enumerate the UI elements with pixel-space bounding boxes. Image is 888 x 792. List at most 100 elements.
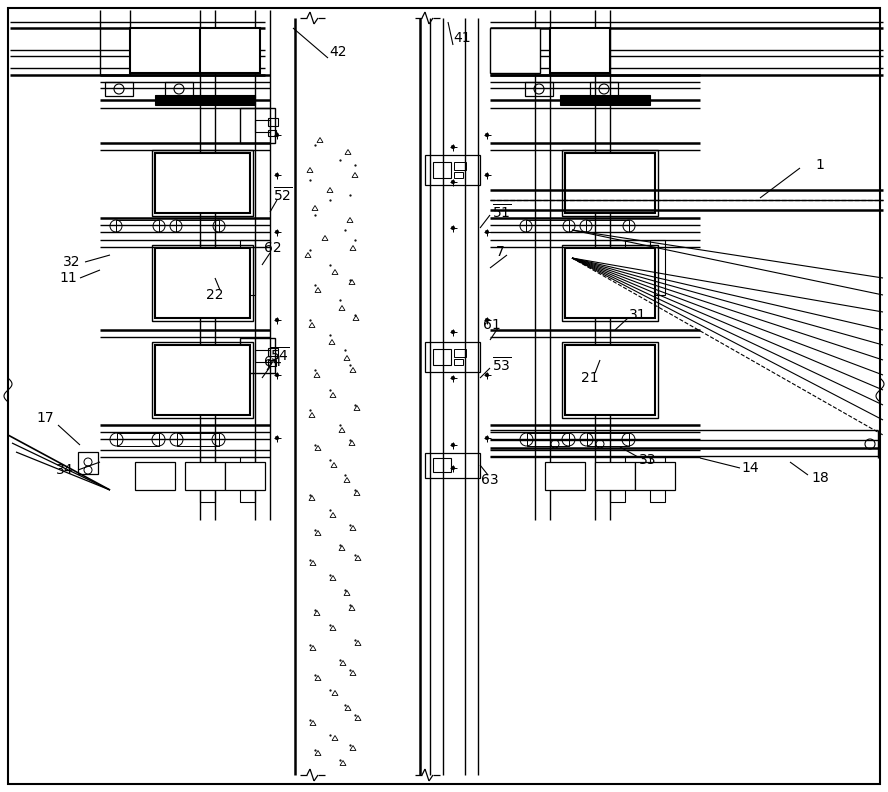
Bar [155, 248, 250, 318]
Bar [177, 433, 218, 446]
Circle shape [485, 436, 488, 440]
Circle shape [451, 466, 455, 470]
Bar [595, 462, 635, 490]
Text: $\overline{51}$: $\overline{51}$ [492, 203, 511, 221]
Bar [240, 457, 255, 502]
Text: 21: 21 [581, 371, 599, 385]
Bar [565, 345, 655, 415]
Bar [490, 28, 540, 73]
Bar [550, 28, 610, 73]
Bar [425, 342, 480, 372]
Circle shape [485, 318, 488, 322]
Text: 14: 14 [741, 461, 759, 475]
Bar [185, 462, 225, 490]
Text: 7: 7 [496, 245, 504, 259]
Bar [454, 359, 463, 365]
Text: $\overline{54}$: $\overline{54}$ [270, 346, 289, 364]
Bar [562, 342, 658, 418]
Circle shape [451, 330, 455, 333]
Bar [255, 350, 270, 362]
Bar [525, 82, 553, 96]
Bar [268, 348, 278, 356]
Bar [650, 240, 665, 295]
Text: 63: 63 [481, 473, 499, 487]
Text: 62: 62 [265, 241, 281, 255]
Bar [433, 162, 451, 178]
Bar [590, 82, 618, 96]
Text: $\overline{53}$: $\overline{53}$ [492, 356, 511, 374]
Text: 42: 42 [329, 45, 346, 59]
Bar [565, 153, 655, 213]
Bar [268, 118, 278, 126]
Circle shape [451, 444, 455, 447]
Circle shape [485, 373, 488, 377]
Bar [425, 155, 480, 185]
Bar [586, 220, 629, 232]
Circle shape [485, 173, 488, 177]
Text: 61: 61 [483, 318, 501, 332]
Bar [105, 82, 133, 96]
Bar [116, 220, 159, 232]
Bar [433, 458, 451, 472]
Circle shape [275, 318, 279, 322]
Bar [433, 349, 451, 365]
Text: $\overline{52}$: $\overline{52}$ [274, 186, 293, 204]
Circle shape [275, 173, 279, 177]
Text: 22: 22 [206, 288, 224, 302]
Bar [78, 452, 98, 474]
Bar [562, 245, 658, 321]
Bar [268, 130, 276, 136]
Bar [225, 462, 265, 490]
Bar [155, 95, 255, 105]
Bar [562, 150, 658, 216]
Text: 34: 34 [56, 463, 74, 477]
Text: 1: 1 [815, 158, 824, 172]
Bar [454, 349, 466, 357]
Bar [565, 248, 655, 318]
Bar [240, 240, 255, 295]
Bar [176, 220, 219, 232]
Bar [526, 220, 569, 232]
Text: 18: 18 [811, 471, 829, 485]
Circle shape [275, 133, 279, 137]
Bar [155, 345, 250, 415]
Bar [527, 433, 568, 446]
Circle shape [451, 145, 455, 149]
Bar [560, 95, 650, 105]
Circle shape [275, 373, 279, 377]
Bar [545, 462, 585, 490]
Circle shape [451, 181, 455, 184]
Bar [635, 462, 675, 490]
Bar [454, 162, 466, 170]
Circle shape [451, 376, 455, 379]
Circle shape [451, 227, 455, 230]
Bar [116, 433, 158, 446]
Bar [240, 108, 275, 143]
Bar [650, 457, 665, 502]
Text: 11: 11 [59, 271, 77, 285]
Bar [255, 120, 270, 132]
Text: 17: 17 [36, 411, 54, 425]
Circle shape [485, 133, 488, 137]
Bar [425, 453, 480, 478]
Bar [155, 153, 250, 213]
Bar [152, 245, 253, 321]
Text: 64: 64 [265, 355, 281, 369]
Bar [135, 462, 175, 490]
Circle shape [275, 230, 279, 234]
Bar [200, 240, 215, 295]
Bar [454, 172, 463, 178]
Bar [240, 338, 275, 373]
Bar [165, 82, 193, 96]
Text: 33: 33 [639, 453, 657, 467]
Bar [268, 360, 276, 366]
Text: 41: 41 [453, 31, 471, 45]
Bar [200, 28, 260, 73]
Bar [152, 342, 253, 418]
Bar [130, 28, 205, 73]
Bar [610, 240, 625, 295]
Bar [200, 457, 215, 502]
Bar [152, 150, 253, 216]
Bar [586, 433, 629, 446]
Bar [610, 457, 625, 502]
